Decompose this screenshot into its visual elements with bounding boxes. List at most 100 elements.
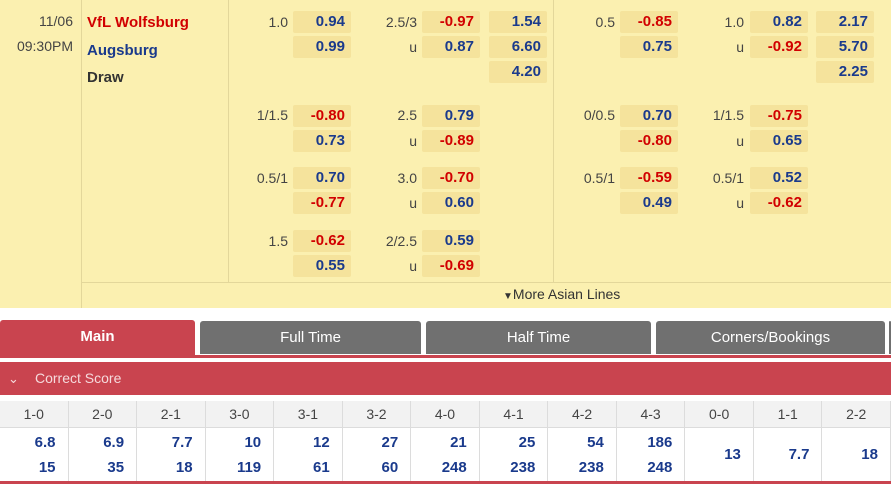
ft-over-odd[interactable]: -0.70	[422, 167, 480, 189]
ft-under-label: u	[409, 39, 417, 55]
score-odd-home[interactable]: 54	[587, 434, 604, 451]
score-odds-cell: 10 119	[206, 428, 275, 484]
chevron-down-icon[interactable]: ⌄	[8, 371, 19, 386]
ft-under-odd[interactable]: 0.60	[422, 192, 480, 214]
score-odd-away[interactable]: 119	[236, 459, 262, 476]
ft-under-odd[interactable]: 0.87	[422, 36, 480, 58]
correct-score-odds: 6.8 15 6.9 35 7.7 18 10 119 12 61 27 60 21 248 25 238 54…	[0, 428, 891, 484]
ft-hdp-home-odd[interactable]: 0.94	[293, 11, 351, 33]
market-tabs: Main Full Time Half Time Corners/Booking…	[0, 320, 891, 358]
ft-hdp-line: 0.5/1	[256, 170, 288, 186]
ft-ou-line: 2.5	[397, 107, 417, 123]
ft-ou-line: 2.5/3	[385, 14, 417, 30]
more-asian-lines-link[interactable]: ▼More Asian Lines	[503, 286, 620, 302]
tab-full-time[interactable]: Full Time	[200, 321, 421, 354]
ht-hdp-home-odd[interactable]: 0.70	[620, 105, 678, 127]
ft-hdp-away-odd[interactable]: 0.55	[293, 255, 351, 277]
ht-hdp-away-odd[interactable]: 0.75	[620, 36, 678, 58]
ft-under-label: u	[409, 195, 417, 211]
score-header: 4-0	[411, 401, 480, 428]
ft-hdp-away-odd[interactable]: 0.73	[293, 130, 351, 152]
ht-hdp-line: 0.5	[595, 14, 615, 30]
score-odd-away[interactable]: 15	[38, 459, 56, 476]
ft-1x2-home[interactable]: 1.54	[489, 11, 547, 33]
ft-over-odd[interactable]: 0.59	[422, 230, 480, 252]
ft-hdp-away-odd[interactable]: 0.99	[293, 36, 351, 58]
tab-half-time[interactable]: Half Time	[426, 321, 651, 354]
score-odd-home[interactable]: 21	[450, 434, 467, 451]
score-odd-home[interactable]: 13	[724, 446, 741, 463]
score-odd-home[interactable]: 6.9	[103, 434, 125, 451]
ht-over-odd[interactable]: 0.52	[750, 167, 808, 189]
score-odd-away[interactable]: 35	[107, 459, 125, 476]
ht-under-odd[interactable]: -0.62	[750, 192, 808, 214]
ft-1x2-draw[interactable]: 4.20	[489, 61, 547, 83]
score-odd-home[interactable]: 12	[312, 434, 330, 451]
ht-over-odd[interactable]: -0.75	[750, 105, 808, 127]
score-odd-home[interactable]: 27	[381, 434, 399, 451]
score-odd-away[interactable]: 248	[441, 459, 467, 476]
ht-1x2-away[interactable]: 5.70	[816, 36, 874, 58]
ft-under-odd[interactable]: -0.69	[422, 255, 480, 277]
ft-hdp-home-odd[interactable]: -0.62	[293, 230, 351, 252]
ht-ou-line: 1.0	[724, 14, 744, 30]
score-odd-home[interactable]: 25	[518, 434, 536, 451]
ft-1x2-away[interactable]: 6.60	[489, 36, 547, 58]
score-odd-away[interactable]: 238	[578, 459, 604, 476]
ht-hdp-line: 0/0.5	[583, 107, 615, 123]
score-odds-cell: 7.7	[754, 428, 823, 484]
correct-score-header[interactable]: ⌄ Correct Score	[0, 362, 891, 395]
ht-hdp-home-odd[interactable]: -0.59	[620, 167, 678, 189]
ht-over-odd[interactable]: 0.82	[750, 11, 808, 33]
tab-overflow[interactable]	[889, 321, 891, 354]
ht-hdp-home-odd[interactable]: -0.85	[620, 11, 678, 33]
score-header: 2-2	[822, 401, 891, 428]
tab-corners-bookings[interactable]: Corners/Bookings	[656, 321, 885, 354]
score-header: 4-2	[548, 401, 617, 428]
score-header: 4-3	[617, 401, 686, 428]
score-odds-cell: 21 248	[411, 428, 480, 484]
teams-column: VfL Wolfsburg Augsburg Draw	[82, 0, 229, 282]
ht-1x2-home[interactable]: 2.17	[816, 11, 874, 33]
score-header: 3-1	[274, 401, 343, 428]
score-odd-away[interactable]: 60	[381, 459, 399, 476]
caret-down-icon: ▼	[503, 291, 513, 302]
score-odds-cell: 6.8 15	[0, 428, 69, 484]
score-header: 1-1	[754, 401, 823, 428]
home-team[interactable]: VfL Wolfsburg	[87, 14, 189, 31]
ft-under-odd[interactable]: -0.89	[422, 130, 480, 152]
ht-hdp-away-odd[interactable]: -0.80	[620, 130, 678, 152]
ht-under-odd[interactable]: -0.92	[750, 36, 808, 58]
ft-hdp-home-odd[interactable]: -0.80	[293, 105, 351, 127]
score-odd-away[interactable]: 18	[175, 459, 193, 476]
ht-hdp-line: 0.5/1	[583, 170, 615, 186]
match-row: 11/06 09:30PM VfL Wolfsburg Augsburg Dra…	[0, 0, 891, 308]
away-team[interactable]: Augsburg	[87, 42, 158, 59]
score-odd-home[interactable]: 18	[861, 446, 878, 463]
ft-hdp-home-odd[interactable]: 0.70	[293, 167, 351, 189]
ft-over-odd[interactable]: 0.79	[422, 105, 480, 127]
score-odds-cell: 54 238	[548, 428, 617, 484]
ft-hdp-away-odd[interactable]: -0.77	[293, 192, 351, 214]
ht-hdp-away-odd[interactable]: 0.49	[620, 192, 678, 214]
score-odd-away[interactable]: 248	[647, 459, 673, 476]
score-odd-home[interactable]: 7.7	[171, 434, 193, 451]
ft-over-odd[interactable]: -0.97	[422, 11, 480, 33]
score-header: 1-0	[0, 401, 69, 428]
score-odd-home[interactable]: 10	[244, 434, 262, 451]
ht-ou-line: 1/1.5	[712, 107, 744, 123]
ht-1x2-draw[interactable]: 2.25	[816, 61, 874, 83]
match-time: 09:30PM	[16, 38, 73, 54]
ht-under-odd[interactable]: 0.65	[750, 130, 808, 152]
tab-main[interactable]: Main	[0, 320, 195, 356]
score-header: 2-1	[137, 401, 206, 428]
score-odd-away[interactable]: 238	[510, 459, 536, 476]
score-header: 3-0	[206, 401, 275, 428]
score-odd-home[interactable]: 7.7	[788, 446, 810, 463]
score-odds-cell: 27 60	[343, 428, 412, 484]
score-odd-home[interactable]: 6.8	[34, 434, 56, 451]
half-time-odds: 0.5 -0.85 0.75 0/0.5 0.70 -0.80 0.5/1 -0…	[554, 0, 891, 282]
score-odd-home[interactable]: 186	[647, 434, 673, 451]
more-lines-label: More Asian Lines	[512, 286, 621, 302]
score-odd-away[interactable]: 61	[312, 459, 330, 476]
